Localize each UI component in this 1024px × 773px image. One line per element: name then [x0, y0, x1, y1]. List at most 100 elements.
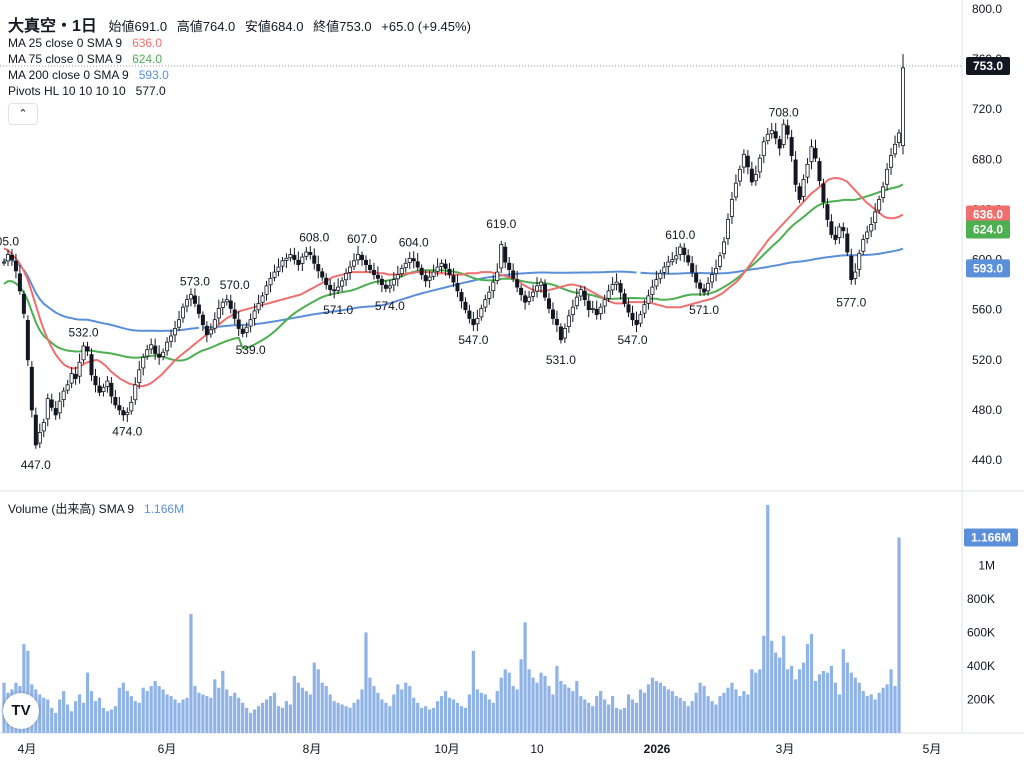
candle [499, 240, 504, 273]
candle [129, 396, 134, 415]
svg-text:636.0: 636.0 [973, 207, 1003, 221]
candle [718, 252, 723, 271]
volume-bar [599, 691, 603, 733]
candle [749, 161, 754, 186]
volume-bar [260, 702, 265, 733]
candle [435, 258, 440, 277]
volume-bar [439, 696, 444, 733]
candle [212, 312, 217, 334]
candle [133, 377, 138, 405]
price-tick-label: 440.0 [972, 453, 1002, 467]
candle [188, 288, 193, 307]
candle [467, 304, 472, 324]
candle [13, 253, 18, 279]
candle [737, 165, 742, 187]
candle [383, 280, 388, 293]
candle [761, 136, 766, 164]
candle [431, 264, 436, 281]
volume-bar [360, 689, 364, 733]
volume-bar [113, 706, 117, 733]
volume-bar [300, 687, 304, 733]
candle [753, 165, 758, 186]
candle [642, 299, 647, 319]
candle [777, 135, 782, 156]
legend-ma75-value: 624.0 [132, 52, 163, 66]
chevron-up-icon[interactable]: ⌃ [8, 103, 38, 125]
candle [395, 265, 400, 287]
candle [542, 279, 547, 301]
pivot-label: 539.0 [236, 343, 266, 357]
candle [137, 361, 142, 389]
candle [885, 163, 890, 191]
volume-bar [547, 686, 551, 733]
symbol-title[interactable]: 大真空・1日 [8, 18, 97, 35]
volume-bar [50, 707, 54, 733]
pivot-label: 447.0 [21, 458, 51, 472]
candle [224, 294, 229, 306]
candle [710, 267, 715, 289]
volume-bar [790, 665, 794, 733]
volume-bar [698, 682, 702, 733]
candle [789, 129, 794, 162]
candle [348, 260, 353, 280]
volume-bar [149, 686, 153, 733]
candle [256, 294, 261, 314]
volume-bar [841, 649, 845, 733]
volume-bar [618, 709, 623, 733]
volume-bar [105, 711, 110, 733]
candle [149, 338, 154, 355]
volume-bar [889, 669, 893, 733]
volume-bar [451, 699, 456, 733]
candle [252, 303, 257, 326]
volume-bar [284, 701, 289, 733]
volume-bar [443, 691, 448, 733]
volume-bar [189, 613, 193, 733]
volume-bar [877, 692, 881, 733]
volume-bar [435, 701, 440, 733]
volume-bar [185, 697, 189, 733]
legend-pivots[interactable]: Pivots HL 10 10 10 10 577.0 [8, 83, 166, 99]
volume-bar [487, 699, 491, 733]
candle [288, 248, 293, 262]
volume-bar [424, 706, 428, 733]
candle [200, 311, 205, 331]
open-value: 691.0 [134, 19, 168, 34]
candle [634, 311, 639, 333]
tradingview-logo-icon[interactable]: TV [3, 693, 39, 729]
candle [324, 273, 329, 290]
legend-ma75[interactable]: MA 75 close 0 SMA 9 624.0 [8, 51, 162, 67]
volume-bar [658, 682, 662, 733]
candle [574, 288, 579, 310]
volume-bar [575, 681, 579, 733]
volume-bar [62, 691, 66, 733]
pivot-label: 474.0 [112, 424, 142, 438]
legend-ma25-value: 636.0 [132, 36, 163, 50]
candle [391, 272, 396, 292]
volume-bar [523, 622, 527, 733]
volume-bar [272, 692, 277, 733]
price-axis[interactable]: 440.0480.0520.0560.0600.0640.0680.0720.0… [964, 2, 1018, 706]
volume-bar [614, 707, 619, 733]
volume-bar [467, 694, 472, 733]
volume-bar [459, 706, 464, 733]
volume-bar [328, 694, 332, 733]
last-candle [901, 54, 906, 155]
candle [109, 377, 114, 404]
volume-legend-value: 1.166M [144, 502, 185, 516]
legend-ma25[interactable]: MA 25 close 0 SMA 9 636.0 [8, 35, 162, 51]
volume-legend[interactable]: Volume (出来高) SMA 9 1.166M [8, 500, 184, 517]
candle [817, 157, 822, 186]
volume-bar [340, 704, 344, 733]
legend-ma200[interactable]: MA 200 close 0 SMA 9 593.0 [8, 67, 169, 83]
volume-bar [483, 694, 487, 733]
candle [360, 251, 365, 266]
pivot-label: 531.0 [546, 353, 576, 367]
volume-bar [312, 662, 316, 733]
time-axis[interactable]: 4月 6月 8月 10月 10 2026 3月 5月 [18, 742, 942, 756]
candle [873, 203, 878, 231]
volume-bar [249, 712, 253, 733]
candle [439, 259, 444, 273]
candle [586, 294, 591, 318]
time-tick-label: 10月 [434, 742, 459, 756]
